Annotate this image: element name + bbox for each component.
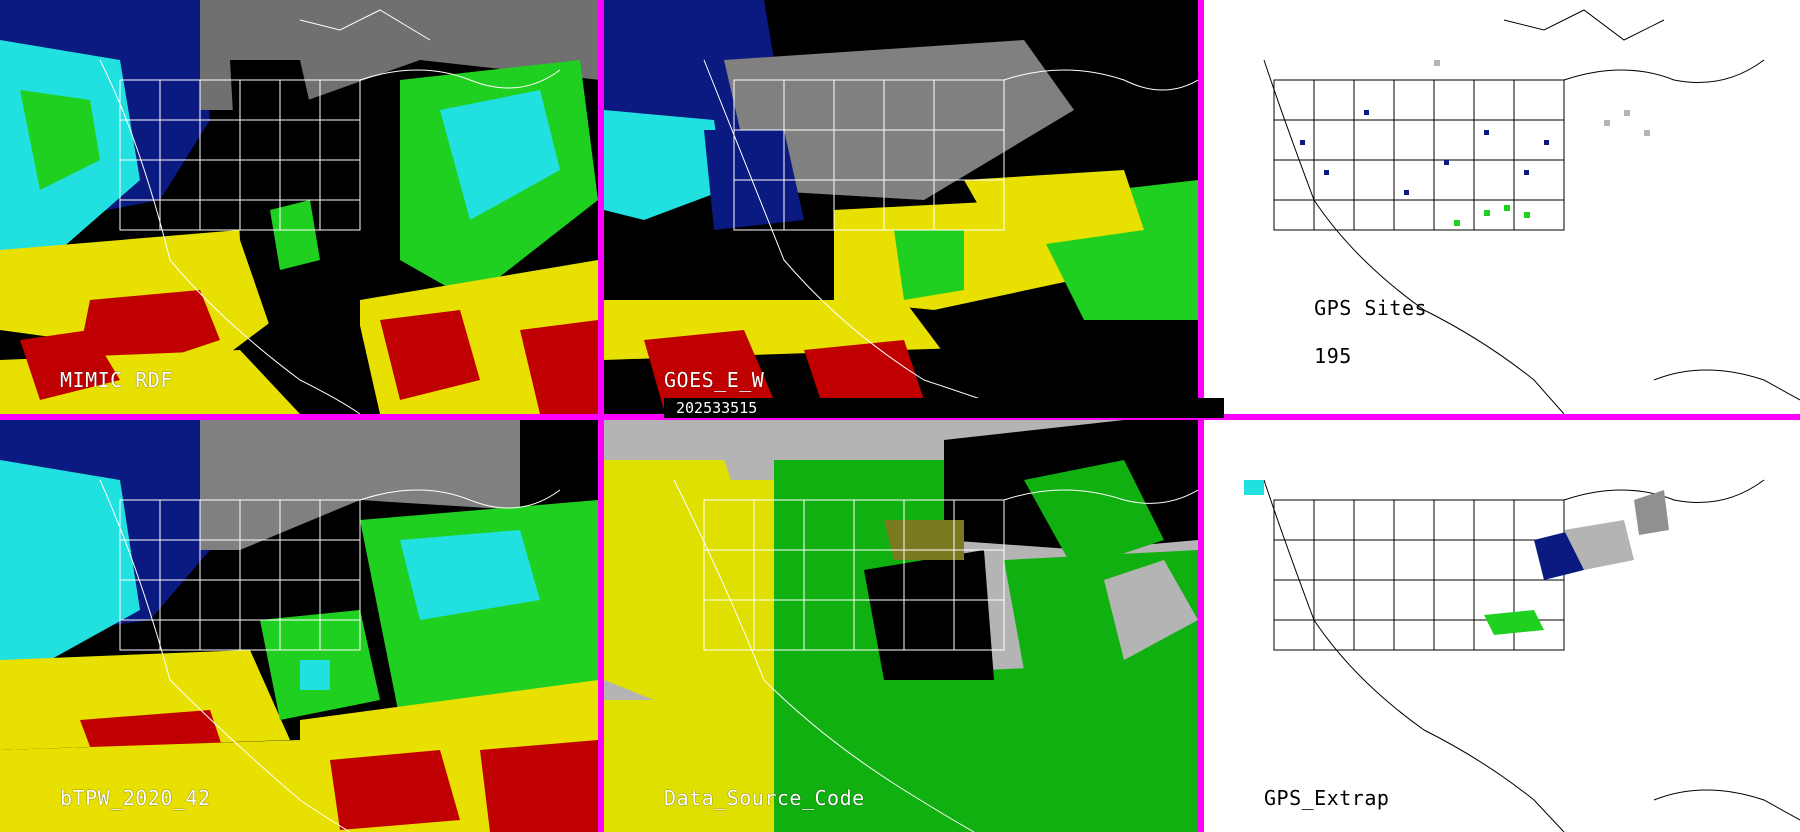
panel-goes-e-w: GOES_E_W	[604, 0, 1198, 414]
gps-extrap-map	[1204, 420, 1800, 832]
tpw-map-btpw	[0, 420, 598, 832]
panel-label-gps-sites: GPS Sites 195	[1264, 272, 1427, 392]
data-source-map	[604, 420, 1198, 832]
panel-label-mimic: MIMIC RDF	[60, 368, 173, 392]
gps-sites-count: 195	[1314, 344, 1352, 368]
panel-label-goes: GOES_E_W	[664, 368, 765, 392]
tpw-map-goes	[604, 0, 1198, 414]
panel-btpw: bTPW_2020_42	[0, 420, 598, 832]
panel-label-btpw: bTPW_2020_42	[60, 786, 211, 810]
panel-gps-sites: GPS Sites 195	[1204, 0, 1800, 414]
panel-label-data-source: Data_Source_Code	[664, 786, 865, 810]
panel-gps-extrap: GPS_Extrap	[1204, 420, 1800, 832]
gps-sites-title: GPS Sites	[1314, 296, 1428, 320]
panel-data-source-code: Data_Source_Code	[604, 420, 1198, 832]
panel-mimic-rdf: MIMIC RDF	[0, 0, 598, 414]
gps-sites-map	[1204, 0, 1800, 414]
timestamp-bar: 202533515	[664, 398, 1224, 418]
tpw-map-mimic	[0, 0, 598, 414]
panel-label-gps-extrap: GPS_Extrap	[1264, 786, 1390, 810]
